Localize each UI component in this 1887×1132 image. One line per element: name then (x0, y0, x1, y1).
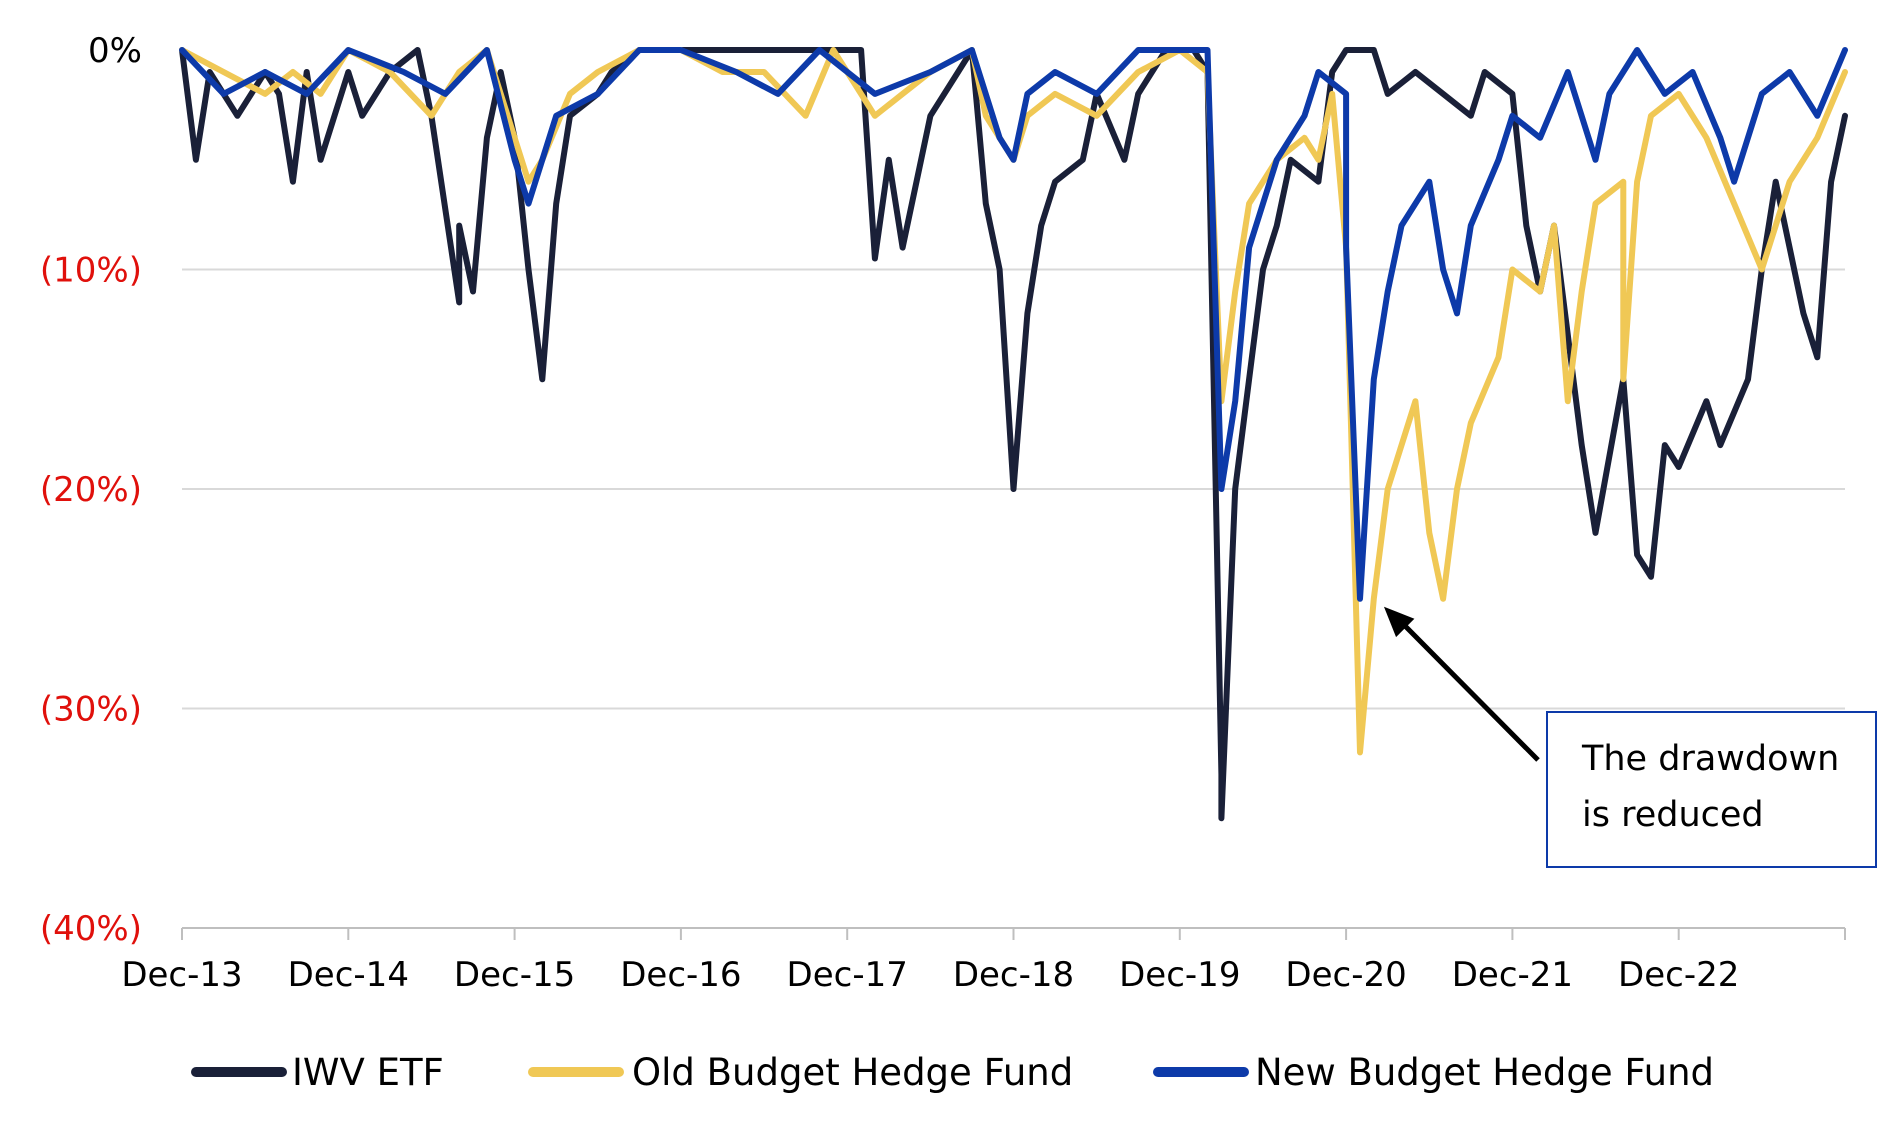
x-tick-label: Dec-19 (1119, 955, 1240, 995)
legend-label: Old Budget Hedge Fund (632, 1051, 1073, 1094)
x-tick-label: Dec-20 (1285, 955, 1406, 995)
annotation-arrowhead (1383, 606, 1415, 638)
x-tick-label: Dec-13 (121, 955, 242, 995)
legend-label: New Budget Hedge Fund (1255, 1051, 1714, 1094)
series-line-new-budget-hedge-fund (179, 47, 1848, 602)
legend-label: IWV ETF (292, 1051, 444, 1094)
legend: IWV ETF Old Budget Hedge Fund New Budget H… (191, 1051, 1714, 1094)
series-line-iwv-etf (179, 47, 1848, 822)
x-tick-label: Dec-18 (953, 955, 1074, 995)
series-lines (179, 47, 1848, 822)
x-tick-label: Dec-16 (620, 955, 741, 995)
y-tick-label: (10%) (40, 251, 142, 291)
annotation: The drawdown is reduced (1383, 606, 1877, 868)
annotation-arrow (1396, 616, 1540, 762)
y-tick-label: 0% (88, 31, 142, 71)
x-tick-label: Dec-15 (454, 955, 575, 995)
y-tick-label: (30%) (40, 690, 142, 730)
annotation-text-line: The drawdown (1581, 739, 1839, 779)
x-tick-label: Dec-14 (288, 955, 409, 995)
y-axis-ticks: 0% (10%) (20%) (30%) (40%) (40, 31, 142, 949)
y-tick-label: (40%) (40, 909, 142, 949)
annotation-box (1546, 711, 1877, 868)
x-tick-label: Dec-17 (787, 955, 908, 995)
x-axis: Dec-13 Dec-14 Dec-15 Dec-16 Dec-17 Dec-18 Dec-… (121, 927, 1846, 995)
annotation-text-line: is reduced (1582, 795, 1764, 835)
y-tick-label: (20%) (40, 470, 142, 510)
x-tick-label: Dec-21 (1452, 955, 1573, 995)
x-tick-label: Dec-22 (1618, 955, 1739, 995)
